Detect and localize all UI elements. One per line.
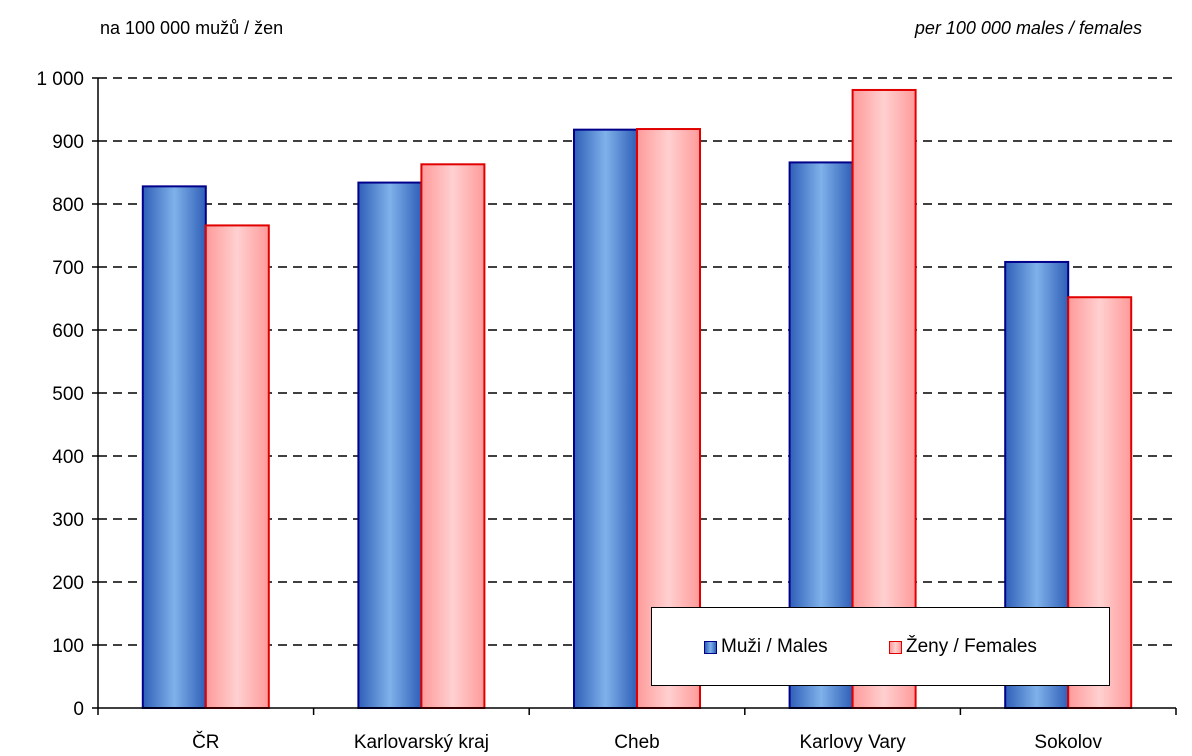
legend-swatch-females <box>889 640 902 654</box>
y-tick-label: 700 <box>52 258 84 279</box>
bar-females <box>420 163 486 709</box>
y-tick-label: 1 000 <box>36 69 84 90</box>
x-tick-label: Karlovy Vary <box>799 732 906 753</box>
bar-females <box>204 224 270 709</box>
legend-item-males: Muži / Males <box>704 636 828 658</box>
x-tick-label: Karlovarský kraj <box>354 732 489 753</box>
y-tick-label: 0 <box>73 699 84 720</box>
legend-item-females: Ženy / Females <box>889 636 1037 658</box>
bar-males <box>141 185 207 710</box>
x-tick-label: ČR <box>192 731 219 753</box>
y-tick-label: 100 <box>52 636 84 657</box>
y-tick-label: 300 <box>52 510 84 531</box>
x-tick-label: Sokolov <box>1034 732 1102 753</box>
axes: 0 100 200 300 400 500 600 700 800 900 1 000 ČR Karlo… <box>36 69 1177 753</box>
legend-swatch-males <box>704 640 717 654</box>
y-tick-label: 800 <box>52 195 84 216</box>
y-unit-label-cz: na 100 000 mužů / žen <box>100 18 284 38</box>
y-tick-label: 600 <box>52 321 84 342</box>
bar-males <box>357 181 423 709</box>
legend-label-males: Muži / Males <box>721 636 828 657</box>
legend: Muži / Males Ženy / Females <box>651 607 1110 686</box>
y-unit-label-en: per 100 000 males / females <box>914 18 1142 38</box>
y-tick-label: 500 <box>52 384 84 405</box>
y-tick-label: 400 <box>52 447 84 468</box>
bar-males <box>573 128 638 710</box>
legend-label-females: Ženy / Females <box>906 636 1037 657</box>
y-tick-label: 200 <box>52 573 84 594</box>
x-tick-label: Cheb <box>614 732 659 753</box>
y-tick-label: 900 <box>52 132 84 153</box>
